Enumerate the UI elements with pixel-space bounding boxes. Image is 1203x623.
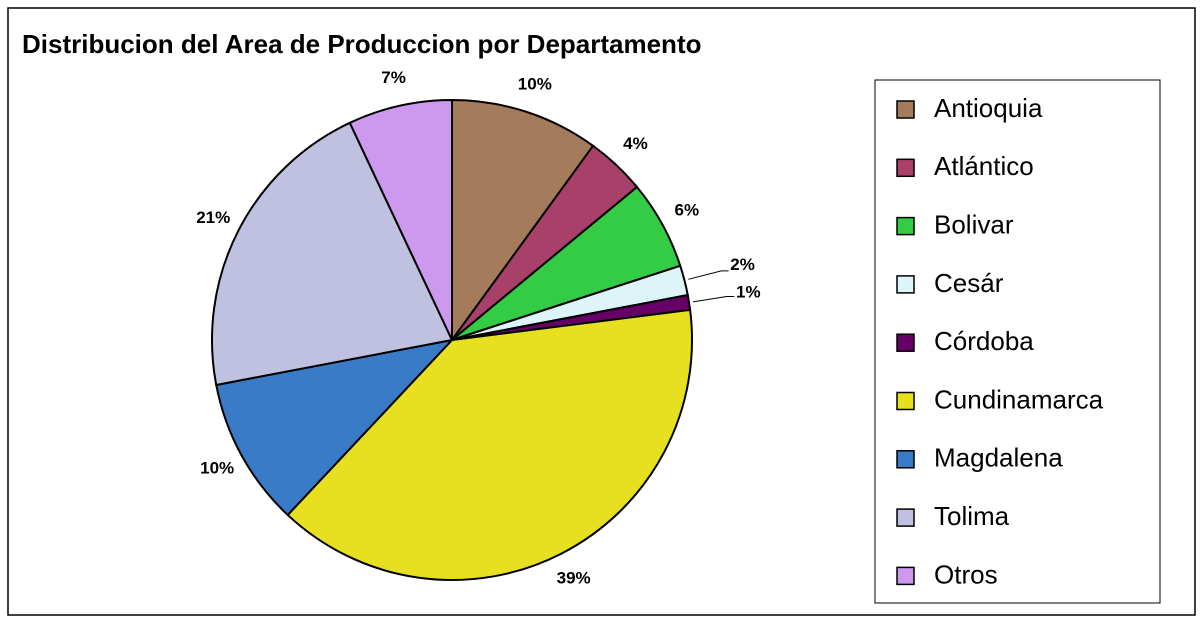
legend-label: Cundinamarca: [934, 384, 1104, 414]
pie-slice: [215, 338, 455, 517]
data-label: 21%: [196, 208, 230, 227]
legend-swatch: [896, 100, 915, 119]
legend-swatch: [896, 450, 915, 469]
data-label: 4%: [623, 134, 648, 153]
data-label: 39%: [557, 568, 591, 587]
chart-title: Distribucion del Area de Produccion por …: [22, 29, 701, 59]
pie-slice: [348, 98, 453, 341]
legend-swatch: [896, 391, 915, 411]
legend-swatch: [896, 508, 915, 527]
legend-label: Otros: [934, 559, 998, 589]
data-label: 1%: [736, 283, 761, 302]
data-label: 10%: [518, 75, 552, 94]
legend-swatch: [896, 216, 915, 236]
legend-swatch: [896, 566, 915, 586]
data-label: 10%: [200, 459, 234, 478]
legend-label: Tolima: [934, 501, 1010, 531]
legend-label: Córdoba: [934, 326, 1034, 356]
legend-label: Antioquia: [934, 93, 1043, 123]
leader-line: [692, 296, 735, 303]
legend-label: Magdalena: [934, 443, 1063, 473]
legend-box: [874, 79, 1161, 604]
pie-slice: [286, 308, 693, 581]
legend-label: Bolivar: [934, 209, 1014, 239]
legend-label: Cesár: [934, 268, 1004, 298]
pie-slice: [451, 98, 595, 344]
data-label: 6%: [675, 200, 700, 219]
pie-slice: [211, 121, 454, 387]
legend-swatch: [896, 158, 915, 178]
legend-swatch: [896, 275, 915, 294]
legend-swatch: [896, 333, 915, 352]
data-label: 7%: [381, 68, 406, 87]
legend-label: Atlántico: [934, 151, 1034, 181]
leader-line: [688, 270, 729, 280]
data-label: 2%: [730, 255, 755, 274]
